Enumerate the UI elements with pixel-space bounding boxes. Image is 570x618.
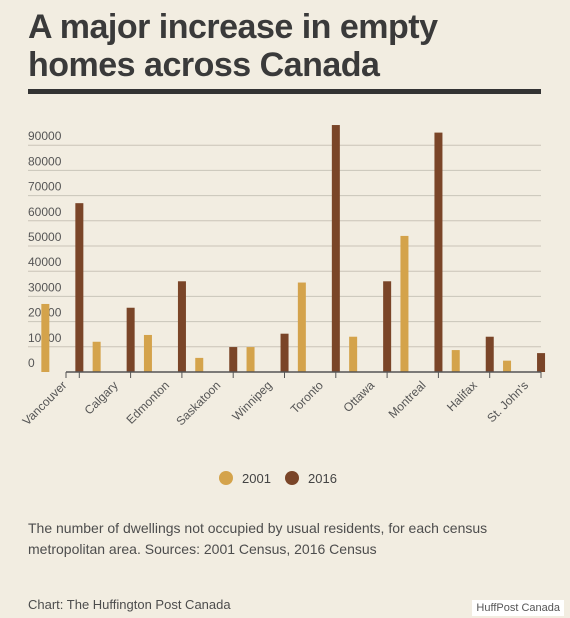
bar-2001-winnipeg <box>246 347 255 372</box>
legend-label-2001: 2001 <box>242 471 271 486</box>
bar-chart: 0100002000030000400005000060000700008000… <box>20 125 546 486</box>
y-tick-label: 0 <box>28 356 35 370</box>
chart-credit: Chart: The Huffington Post Canada <box>28 597 231 612</box>
bar-2001-toronto <box>297 282 306 372</box>
bar-2001-ottawa <box>349 336 358 372</box>
y-tick-label: 90000 <box>28 129 62 143</box>
y-tick-label: 50000 <box>28 230 62 244</box>
bar-2001-calgary <box>92 341 101 372</box>
x-tick-label: Winnipeg <box>229 378 274 423</box>
y-tick-label: 60000 <box>28 205 62 219</box>
bars <box>41 125 546 372</box>
y-tick-label: 80000 <box>28 154 62 168</box>
legend-label-2016: 2016 <box>308 471 337 486</box>
x-tick-label: Vancouver <box>20 378 70 428</box>
watermark: HuffPost Canada <box>472 600 564 616</box>
x-tick-label: Halifax <box>444 378 480 414</box>
bar-2016-saskatoon <box>229 347 238 372</box>
legend: 2001 2016 <box>219 471 337 486</box>
bar-2016-vancouver <box>75 203 84 372</box>
bar-2001-edmonton <box>143 334 152 372</box>
bar-2016-halifax <box>485 336 494 372</box>
bar-2001-vancouver <box>41 303 50 372</box>
bar-2001-montreal <box>400 235 409 372</box>
x-tick-label: Calgary <box>82 378 121 417</box>
legend-marker-2001 <box>219 471 233 485</box>
legend-marker-2016 <box>285 471 299 485</box>
x-axis <box>65 371 542 378</box>
bar-2016-winnipeg <box>280 333 289 372</box>
bar-2016-calgary <box>126 307 135 372</box>
bar-2001-halifax <box>451 350 460 372</box>
chart-caption: The number of dwellings not occupied by … <box>28 520 488 557</box>
x-tick-label: Montreal <box>386 378 429 421</box>
bar-2001-saskatoon <box>195 357 204 372</box>
grid-lines <box>28 144 541 348</box>
bar-2016-ottawa <box>383 281 392 372</box>
bar-2016-toronto <box>331 125 340 372</box>
x-tick-labels: Vancouver Calgary Edmonton Saskatoon Winnipe… <box>20 378 532 428</box>
y-tick-label: 70000 <box>28 180 62 194</box>
x-tick-label: Toronto <box>288 378 326 416</box>
chart-title: A major increase in empty homes across C… <box>28 8 438 84</box>
bar-2016-montreal <box>434 132 443 372</box>
x-tick-label: Edmonton <box>123 378 172 427</box>
x-tick-label: Saskatoon <box>173 378 223 428</box>
bar-2016-edmonton <box>177 281 186 372</box>
bar-2016-stjohns <box>537 353 546 372</box>
x-tick-label: Ottawa <box>340 378 377 415</box>
title-rule <box>28 89 541 94</box>
y-tick-label: 40000 <box>28 255 62 269</box>
y-tick-label: 30000 <box>28 280 62 294</box>
x-tick-label: St. John's <box>484 378 531 425</box>
bar-2001-stjohns <box>503 360 512 372</box>
